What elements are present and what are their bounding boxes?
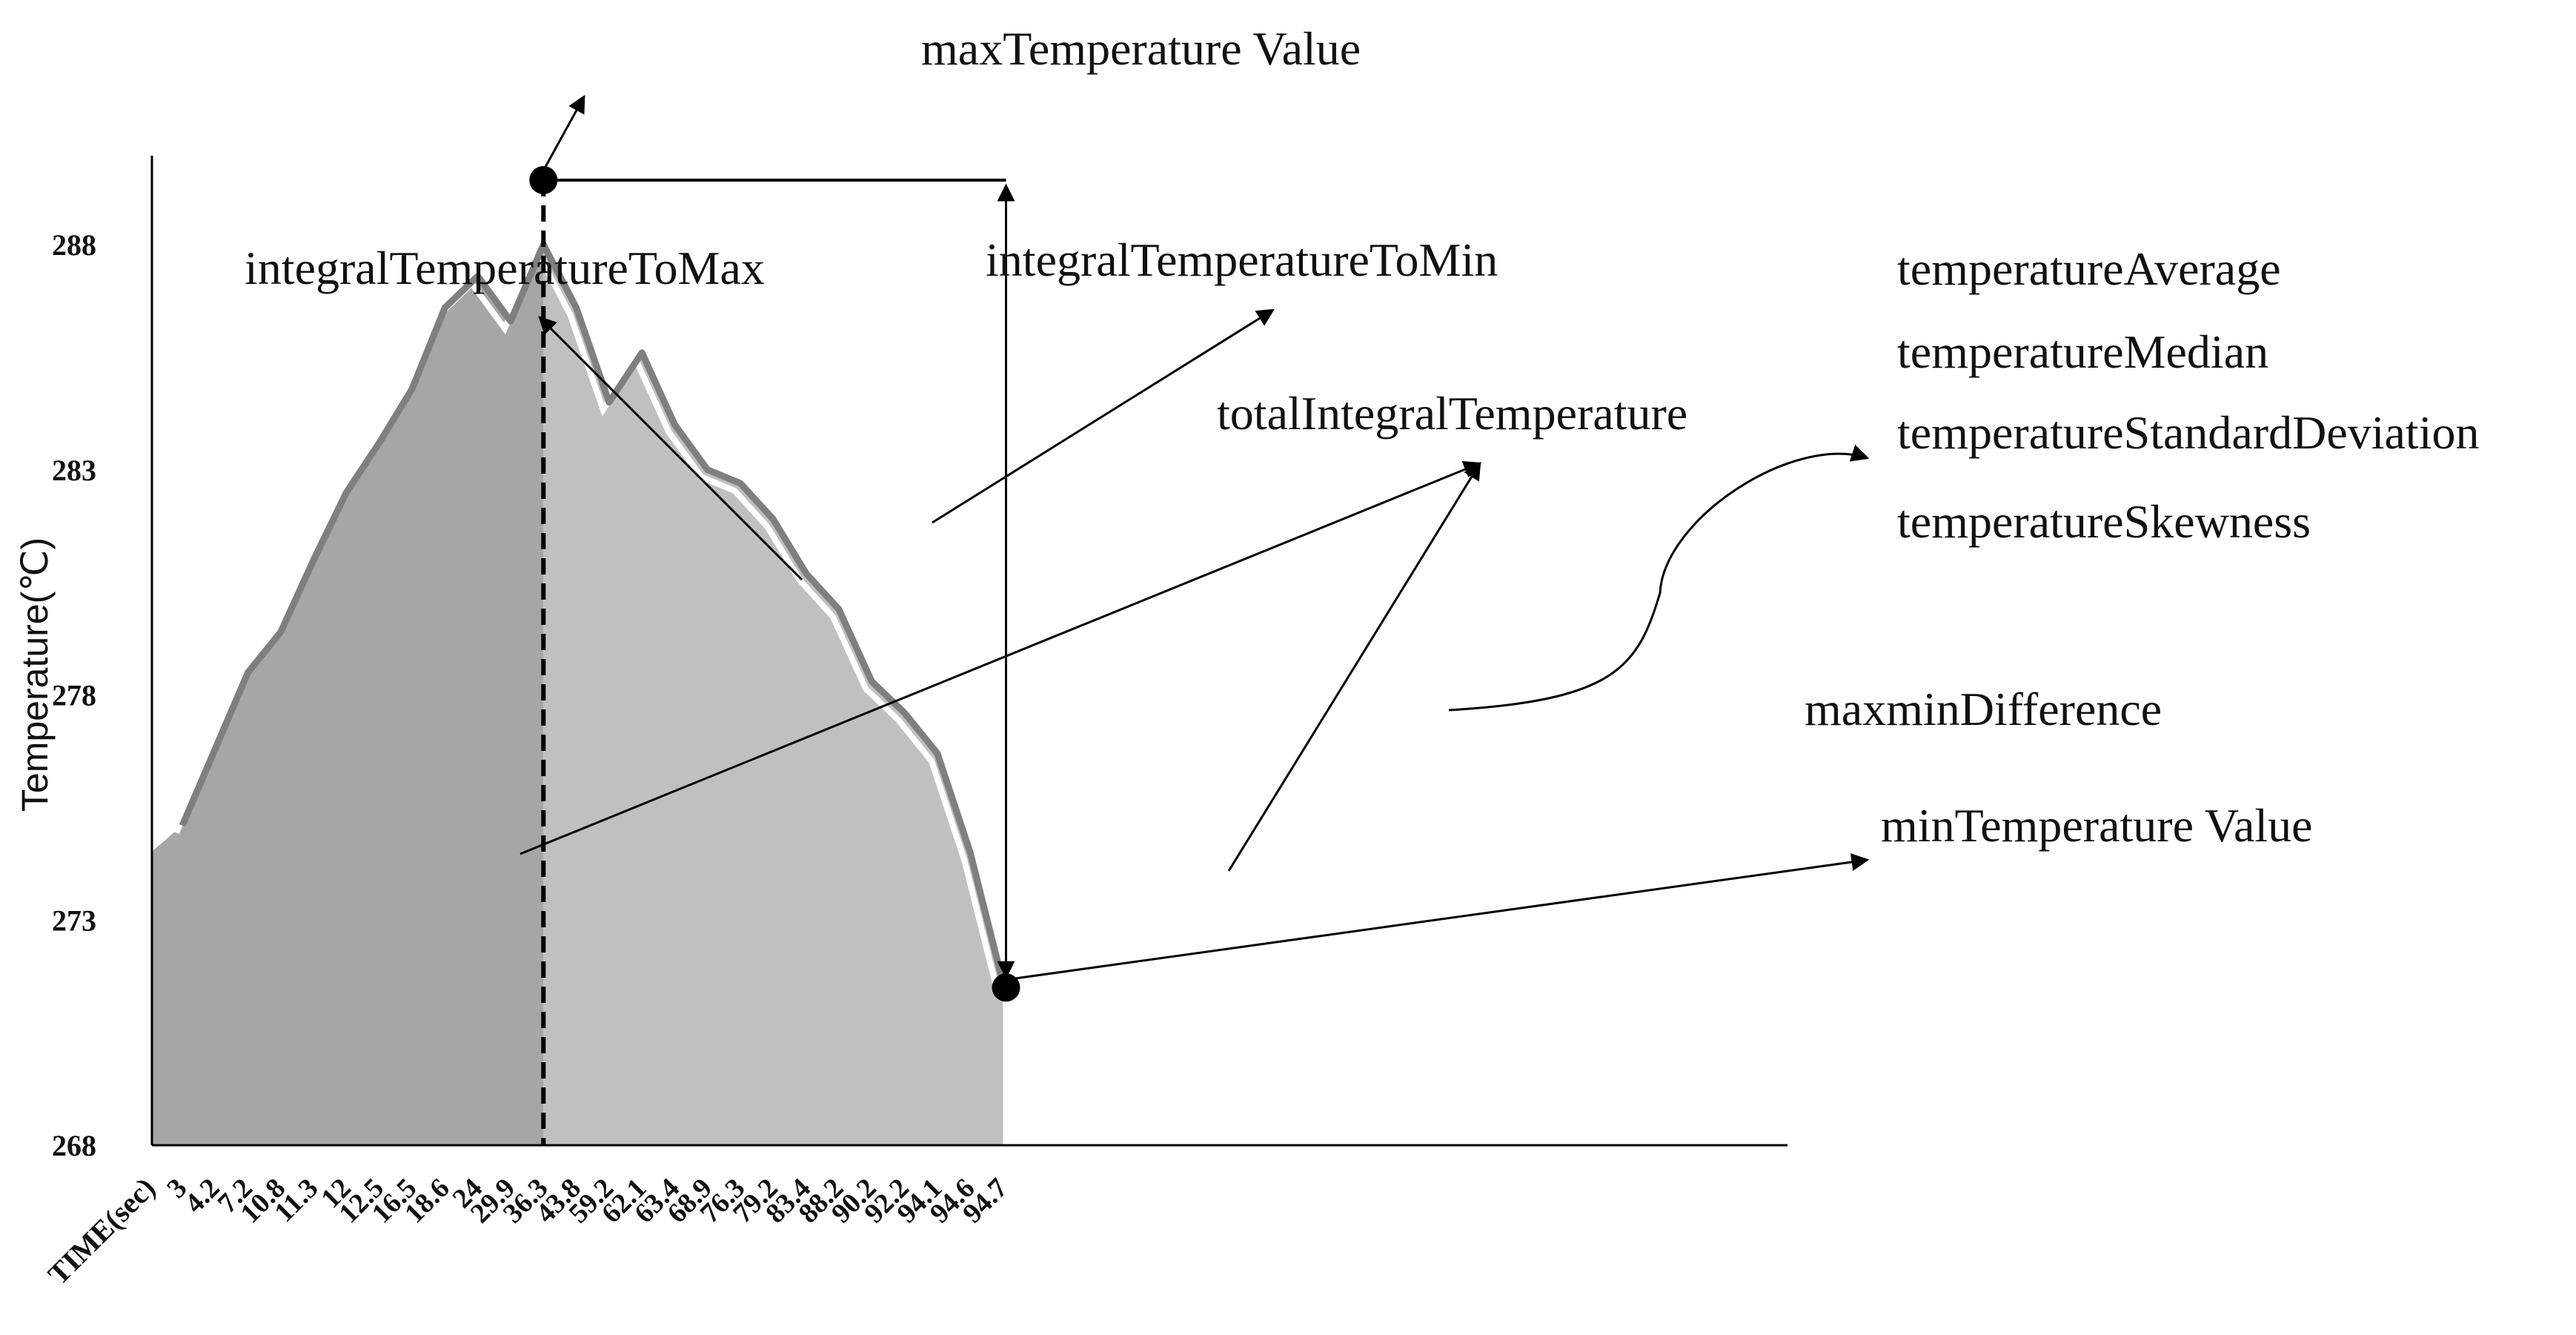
y-tick-label: 273 [52,904,96,937]
stat-std-label: temperatureStandardDeviation [1897,406,2479,459]
y-tick-labels: 268 273 278 283 288 [52,228,96,1162]
integral-to-max-arrow [538,316,803,581]
area-integral-to-max [152,245,544,1145]
max-temperature-arrow [542,94,585,171]
stats-curve-arrow [1448,444,1870,712]
max-temperature-point [529,166,558,194]
min-temperature-point [992,973,1020,1002]
x-axis-title: TIME(sec) [42,1171,162,1291]
stat-median-label: temperatureMedian [1897,325,2268,378]
area-integral-to-min [543,245,1003,1145]
integral-to-max-label: integralTemperatureToMax [245,242,765,294]
integral-to-min-arrow [932,308,1275,524]
integral-to-min-label: integralTemperatureToMin [986,233,1498,286]
total-integral-label: totalIntegralTemperature [1217,387,1687,440]
y-axis-label: Temperature(℃) [14,537,56,812]
y-tick-label: 278 [52,679,96,712]
y-tick-label: 288 [52,228,96,262]
min-temperature-label: minTemperature Value [1881,799,2313,852]
stat-average-label: temperatureAverage [1897,242,2281,295]
min-temperature-arrow [1013,853,1870,980]
total-integral-arrow-2 [1227,461,1481,872]
max-temperature-label: maxTemperature Value [921,22,1361,75]
x-tick-labels: 34.27.210.811.31212.516.518.62429.936.34… [161,1173,1014,1230]
stat-skewness-label: temperatureSkewness [1897,495,2311,548]
y-tick-label: 268 [52,1129,96,1162]
series-line-temperature [179,241,1006,984]
total-integral-arrow-1 [519,461,1482,855]
maxmin-difference-label: maxminDifference [1805,683,2162,735]
y-tick-label: 283 [52,454,96,487]
